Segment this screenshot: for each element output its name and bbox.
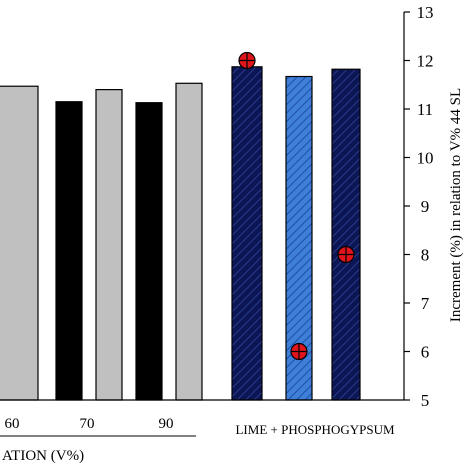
bar-4 [175,82,203,401]
bar-1 [55,101,83,401]
y-tick-label: 8 [421,246,430,265]
bar-7 [331,68,361,401]
y-tick-label: 10 [417,149,434,168]
bar-3 [135,102,163,401]
y-tick-label: 12 [417,52,434,71]
y-axis-title: Increment (%) in relation to V% 44 SL [448,88,464,322]
liming-group-label: ATION (V%) [2,448,84,464]
markers-layer [238,51,355,361]
marker-1 [290,342,308,361]
x-tick-label: 70 [80,416,95,432]
y-tick-label: 7 [421,294,430,313]
marker-0 [238,51,256,70]
y-tick-label: 9 [421,197,430,216]
x-tick-label: 90 [159,416,174,432]
bar-5 [231,66,263,401]
bar-2 [95,88,123,401]
y-ticks-layer: 5 6 7 8 9 10 11 12 13 [404,3,434,410]
x-tick-label: 60 [5,416,20,432]
lime-phosphogypsum-group-label: LIME + PHOSPHOGYPSUM [235,422,394,437]
y-tick-label: 5 [421,391,430,410]
y-tick-label: 6 [421,343,430,362]
y-tick-label: 11 [417,100,433,119]
marker-2 [337,245,355,264]
y-tick-label: 13 [417,3,434,22]
bar-0 [0,85,39,401]
